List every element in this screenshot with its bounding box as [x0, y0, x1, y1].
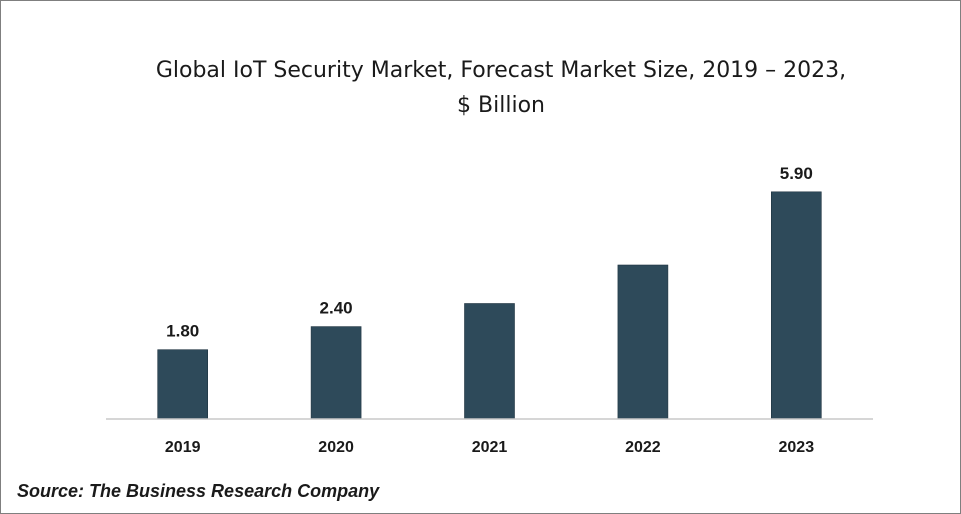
x-tick-2020: 2020: [318, 439, 354, 456]
bar-2021: [464, 303, 515, 420]
bar-2022: [617, 264, 669, 420]
data-label-2023: 5.90: [780, 164, 813, 183]
data-label-2019: 1.80: [166, 322, 199, 341]
bar-2020: [310, 326, 362, 420]
bar-2019: [157, 349, 208, 420]
chart-title: Global IoT Security Market, Forecast Mar…: [101, 53, 901, 123]
data-label-2020: 2.40: [320, 299, 353, 318]
chart-title-line-1: Global IoT Security Market, Forecast Mar…: [155, 58, 847, 83]
source-note: Source: The Business Research Company: [17, 481, 380, 501]
x-tick-2019: 2019: [165, 439, 201, 456]
bar-2023: [770, 191, 822, 420]
x-tick-labels: 2019 2020 2021 2022 2023: [165, 439, 814, 456]
chart-title-line-2: $ Billion: [457, 93, 545, 118]
x-tick-2022: 2022: [625, 439, 661, 456]
bars-layer: [157, 191, 822, 420]
x-tick-2021: 2021: [472, 439, 508, 456]
x-tick-2023: 2023: [779, 439, 815, 456]
labels-layer: 1.80 2.40 5.90: [166, 164, 813, 341]
